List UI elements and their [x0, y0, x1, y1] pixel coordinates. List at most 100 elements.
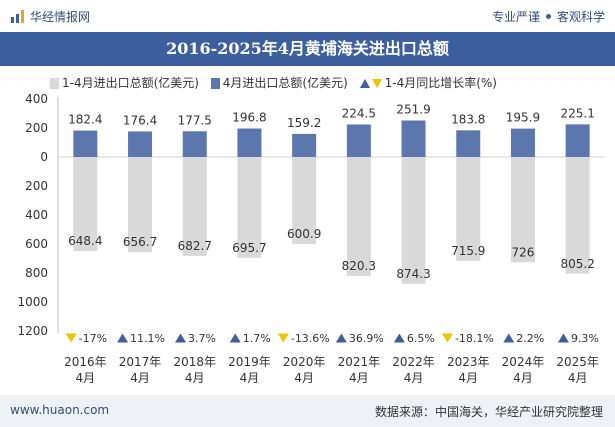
- slogan: 专业严谨 客观科学: [492, 8, 605, 25]
- data-label-monthly: 195.9: [506, 111, 540, 125]
- title-bar: 2016-2025年4月黄埔海关进出口总额: [0, 32, 615, 66]
- bar-cumulative: [510, 157, 535, 263]
- data-label-cumulative: 715.9: [451, 244, 485, 258]
- y-tick-label: 200: [25, 121, 48, 135]
- data-label-cumulative: 648.4: [68, 234, 102, 248]
- bar-cumulative: [182, 157, 207, 256]
- x-tick-label-year: 2020年: [283, 355, 326, 369]
- y-tick-label: 800: [25, 266, 48, 280]
- bar-cumulative: [401, 157, 426, 284]
- data-label-monthly: 177.5: [178, 113, 212, 127]
- bar-cumulative: [565, 157, 590, 274]
- slogan-tag-1: 专业严谨: [491, 10, 540, 24]
- x-tick-label-month: 4月: [513, 371, 533, 385]
- x-tick-label-year: 2025年: [556, 355, 599, 369]
- data-label-cumulative: 820.3: [342, 259, 376, 273]
- legend-growth-triangles-icon: [359, 79, 382, 88]
- legend-item-cumulative: 1-4月进出口总额(亿美元): [50, 74, 199, 91]
- brand-logo-icon: [11, 10, 24, 23]
- bar-monthly: [510, 128, 535, 157]
- legend-swatch-monthly: [210, 78, 220, 89]
- bar-cumulative: [456, 157, 481, 261]
- data-label-monthly: 196.8: [232, 110, 266, 124]
- growth-down-marker: [441, 333, 453, 343]
- bar-monthly: [292, 133, 317, 157]
- x-tick-label-year: 2017年: [119, 355, 162, 369]
- x-tick-label-year: 2024年: [502, 355, 545, 369]
- chart-legend: 1-4月进出口总额(亿美元) 4月进出口总额(亿美元) 1-4月同比增长率(%): [50, 74, 505, 94]
- x-tick-label-month: 4月: [240, 371, 260, 385]
- bar-cumulative: [346, 157, 371, 276]
- y-tick-label: 400: [25, 92, 48, 106]
- bar-monthly: [182, 131, 207, 157]
- data-label-monthly: 251.9: [396, 102, 430, 116]
- data-label-cumulative: 805.2: [560, 257, 594, 271]
- footer-source: 数据来源：中国海关，华经产业研究院整理: [374, 405, 603, 419]
- growth-up-marker: [229, 333, 241, 343]
- data-label-monthly: 182.4: [68, 113, 102, 127]
- data-label-monthly: 225.1: [560, 106, 594, 120]
- legend-swatch-cumulative: [50, 78, 59, 89]
- x-tick-label-month: 4月: [458, 371, 478, 385]
- data-label-cumulative: 695.7: [232, 241, 266, 255]
- growth-up-marker: [117, 333, 129, 343]
- y-tick-label: 1200: [17, 324, 48, 338]
- data-label-monthly: 159.2: [287, 116, 321, 130]
- data-label-cumulative: 682.7: [178, 239, 212, 253]
- data-label-monthly: 176.4: [123, 113, 157, 127]
- data-label-growth: 1.7%: [243, 332, 271, 345]
- bar-monthly: [401, 120, 426, 157]
- x-tick-label-year: 2019年: [228, 355, 271, 369]
- growth-up-marker: [335, 333, 347, 343]
- x-tick-label-month: 4月: [185, 371, 205, 385]
- x-tick-label-year: 2018年: [173, 355, 216, 369]
- data-label-growth: -13.6%: [291, 332, 330, 345]
- bar-cumulative: [292, 157, 317, 245]
- data-label-growth: -17%: [79, 332, 107, 345]
- x-tick-label-month: 4月: [76, 371, 96, 385]
- data-label-growth: 2.2%: [516, 332, 544, 345]
- chart-title: 2016-2025年4月黄埔海关进出口总额: [166, 39, 449, 58]
- growth-down-marker: [277, 333, 289, 343]
- growth-down-marker: [65, 333, 77, 343]
- bar-monthly: [346, 124, 371, 157]
- legend-label-growth: 1-4月同比增长率(%): [384, 76, 497, 90]
- data-label-growth: 11.1%: [130, 332, 165, 345]
- bar-cumulative: [128, 157, 153, 253]
- legend-label-cumulative: 1-4月进出口总额(亿美元): [62, 76, 199, 90]
- x-tick-label-month: 4月: [568, 371, 588, 385]
- data-label-cumulative: 874.3: [396, 267, 430, 281]
- data-label-cumulative: 656.7: [123, 235, 157, 249]
- x-tick-label-year: 2022年: [392, 355, 435, 369]
- growth-up-marker: [393, 333, 405, 343]
- data-label-growth: 9.3%: [571, 332, 599, 345]
- bar-cumulative: [73, 157, 98, 252]
- data-label-cumulative: 600.9: [287, 227, 321, 241]
- bar-monthly: [73, 130, 98, 157]
- separator-dot-icon: [545, 14, 551, 19]
- brand-name: 华经情报网: [30, 10, 91, 24]
- data-label-monthly: 224.5: [342, 106, 376, 120]
- growth-up-marker: [175, 333, 187, 343]
- data-label-monthly: 183.8: [451, 112, 485, 126]
- growth-up-marker: [557, 333, 569, 343]
- y-tick-label: 1000: [17, 295, 48, 309]
- x-tick-label-month: 4月: [130, 371, 150, 385]
- footer-bar: www.huaon.com 数据来源：中国海关，华经产业研究院整理: [0, 395, 615, 427]
- footer-website: www.huaon.com: [10, 403, 110, 417]
- data-label-growth: 6.5%: [407, 332, 435, 345]
- legend-item-growth: 1-4月同比增长率(%): [359, 74, 497, 91]
- x-tick-label-year: 2021年: [338, 355, 381, 369]
- y-tick-label: 200: [25, 179, 48, 193]
- chart-plot: 400 200 0 200 400 600 800 1000 1200 648.4 182.4 -17…: [17, 92, 605, 385]
- data-label-growth: -18.1%: [455, 332, 494, 345]
- bar-monthly: [456, 130, 481, 157]
- data-label-growth: 36.9%: [349, 332, 384, 345]
- y-tick-label: 400: [25, 208, 48, 222]
- bar-cumulative: [237, 157, 262, 258]
- data-label-cumulative: 726: [511, 245, 534, 259]
- bar-monthly: [237, 128, 262, 157]
- bar-monthly: [565, 124, 590, 157]
- x-tick-label-month: 4月: [294, 371, 314, 385]
- x-tick-label-month: 4月: [404, 371, 424, 385]
